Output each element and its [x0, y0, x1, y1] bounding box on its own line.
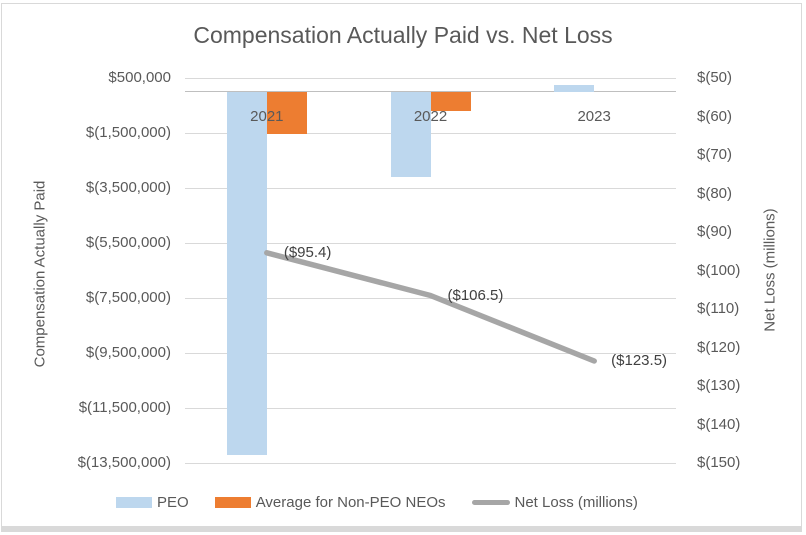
right-axis-tick: $(120) [697, 338, 741, 356]
legend-item-net-loss-millions: Net Loss (millions) [471, 494, 638, 511]
gridline [185, 77, 676, 79]
right-axis-tick: $(60) [697, 107, 733, 125]
right-axis-tick: $(140) [697, 415, 741, 433]
left-axis-tick: $500,000 [108, 69, 171, 86]
left-axis-tick: $(7,500,000) [85, 289, 171, 306]
right-axis-tick: $(80) [697, 184, 733, 202]
bar-average-for-non-peo-neos-2021 [266, 91, 307, 135]
data-label-2022: ($106.5) [447, 286, 504, 304]
gridline [185, 462, 676, 464]
legend-label-net-loss-millions: Net Loss (millions) [514, 494, 638, 511]
legend-item-peo: PEO [116, 494, 189, 511]
gridline [185, 132, 676, 134]
left-axis-tick: $(11,500,000) [78, 399, 171, 416]
legend: PEO Average for Non-PEO NEOs Net Loss (mil… [116, 494, 638, 511]
left-axis-tick: $(3,500,000) [85, 179, 171, 196]
data-label-2021: ($95.4) [283, 243, 332, 261]
right-axis-tick: $(50) [697, 69, 733, 86]
right-axis-tick: $(110) [697, 300, 740, 317]
right-axis-tick: $(100) [697, 261, 741, 279]
left-axis-tick: $(5,500,000) [85, 234, 171, 251]
data-label-2023: ($123.5) [611, 351, 668, 369]
left-axis-tick: $(9,500,000) [85, 344, 171, 361]
right-axis-tick: $(90) [697, 223, 733, 240]
gridline [185, 407, 676, 409]
gridline [185, 187, 676, 189]
right-axis-tick: $(70) [697, 146, 733, 163]
legend-swatch-average-for-non-peo-neos [214, 497, 251, 508]
left-axis-tick: $(13,500,000) [77, 454, 171, 471]
right-axis-tick: $(150) [697, 454, 741, 471]
legend-swatch-peo [116, 497, 152, 508]
right-axis-tick: $(130) [697, 377, 741, 394]
category-label-2021: 2021 [250, 108, 284, 125]
left-axis-tick: $(1,500,000) [85, 124, 171, 141]
bar-average-for-non-peo-neos-2022 [430, 91, 471, 111]
gridline [185, 242, 676, 244]
chart-title: Compensation Actually Paid vs. Net Loss [193, 22, 613, 48]
legend-label-peo: PEO [157, 494, 189, 511]
legend-label-average-for-non-peo-neos: Average for Non-PEO NEOs [255, 494, 446, 511]
legend-item-average-for-non-peo-neos: Average for Non-PEO NEOs [214, 494, 446, 511]
category-label-2022: 2022 [413, 108, 448, 125]
net-loss-polyline [264, 250, 597, 364]
bar-peo-2021 [226, 91, 267, 455]
legend-swatch-net-loss-millions [471, 500, 510, 505]
bar-peo-2023 [554, 84, 595, 92]
bar-peo-2022 [390, 91, 431, 177]
category-label-2023: 2023 [577, 108, 611, 125]
